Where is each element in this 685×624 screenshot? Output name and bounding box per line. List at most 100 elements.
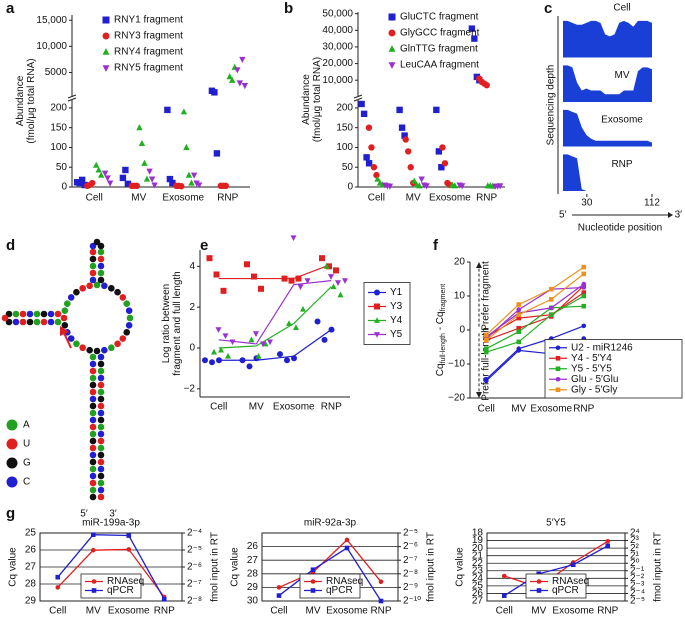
data-point bbox=[239, 56, 246, 63]
y-axis-label: Abundance bbox=[15, 75, 26, 126]
data-point bbox=[126, 547, 132, 552]
data-point bbox=[151, 182, 158, 189]
coverage-track bbox=[563, 109, 652, 147]
legend-marker bbox=[91, 588, 97, 593]
data-point bbox=[95, 166, 102, 173]
data-point bbox=[148, 176, 156, 183]
end-label: 5′ bbox=[559, 210, 567, 221]
data-point bbox=[402, 136, 409, 143]
end-label: 3′ bbox=[675, 210, 683, 221]
data-point bbox=[169, 179, 176, 187]
legend-marker bbox=[6, 457, 18, 469]
nucleotide bbox=[125, 322, 133, 329]
data-point bbox=[365, 124, 373, 131]
x-tick-label: MV bbox=[131, 193, 146, 204]
data-point bbox=[211, 89, 218, 96]
y-axis-label: (fmol/μg total RNA) bbox=[312, 57, 323, 142]
data-point bbox=[255, 352, 262, 359]
nucleotide bbox=[97, 242, 105, 250]
pointer-head bbox=[60, 326, 69, 336]
legend-label: Glu - 5′Glu bbox=[571, 374, 618, 385]
nucleotide bbox=[89, 367, 97, 375]
legend-label: Y3 bbox=[390, 301, 403, 312]
y-tick-label: 24 bbox=[472, 573, 484, 584]
data-point bbox=[344, 545, 350, 551]
legend-label: G bbox=[23, 458, 31, 469]
data-point bbox=[222, 182, 229, 190]
track-label: Cell bbox=[613, 3, 630, 14]
nucleotide bbox=[89, 423, 97, 431]
data-point bbox=[423, 183, 430, 190]
series-line bbox=[485, 286, 584, 339]
nucleotide bbox=[97, 262, 105, 270]
nucleotide bbox=[123, 329, 131, 336]
nucleotide bbox=[97, 458, 105, 466]
data-point bbox=[358, 100, 365, 108]
legend-marker bbox=[555, 376, 561, 382]
nucleotide bbox=[108, 284, 115, 292]
data-point bbox=[229, 339, 236, 346]
data-point bbox=[501, 573, 507, 579]
legend-marker bbox=[555, 387, 561, 393]
axis-break bbox=[67, 94, 77, 99]
data-point bbox=[178, 183, 185, 190]
data-point bbox=[297, 284, 304, 291]
y-tick-label: 30,000 bbox=[322, 42, 353, 53]
data-point bbox=[180, 108, 188, 115]
data-point bbox=[441, 160, 449, 167]
nucleotide bbox=[89, 486, 97, 494]
y-tick-label: 50 bbox=[342, 162, 354, 173]
data-point bbox=[374, 175, 381, 182]
y-tick-label: 100 bbox=[50, 142, 67, 153]
x-tick-label: RNP bbox=[321, 402, 342, 413]
nucleotide bbox=[89, 416, 97, 424]
coverage-track bbox=[563, 65, 652, 102]
legend-label: GlnTTG fragment bbox=[400, 44, 478, 55]
data-point bbox=[241, 82, 249, 90]
data-point bbox=[407, 164, 414, 171]
data-point bbox=[202, 357, 208, 364]
data-point bbox=[342, 278, 348, 284]
panel-letter: a bbox=[6, 0, 15, 17]
nucleotide bbox=[61, 307, 69, 314]
x-tick-label: 30 bbox=[581, 198, 593, 209]
nucleotide bbox=[89, 458, 97, 466]
data-point bbox=[458, 183, 466, 190]
data-point bbox=[335, 280, 341, 286]
nucleotide bbox=[97, 493, 105, 501]
x-tick-label: RNP bbox=[476, 193, 497, 204]
nucleotide bbox=[89, 248, 97, 256]
data-point bbox=[161, 597, 167, 602]
y-axis-label-part: Cq bbox=[435, 363, 446, 376]
data-point bbox=[433, 106, 440, 114]
x-tick-label: RNP bbox=[370, 606, 391, 617]
data-point bbox=[439, 144, 446, 151]
nucleotide bbox=[97, 248, 105, 256]
x-tick-label: Cell bbox=[210, 402, 227, 413]
nucleotide bbox=[93, 238, 101, 246]
legend-label: qPCR bbox=[326, 585, 353, 596]
legend-box bbox=[299, 573, 361, 599]
nucleotide bbox=[114, 340, 121, 348]
panel-letter: b bbox=[284, 0, 293, 17]
y-tick-label: 20,000 bbox=[322, 58, 353, 69]
nucleotide bbox=[5, 318, 13, 326]
series-line bbox=[57, 548, 165, 598]
legend-label: RNAseq bbox=[552, 576, 589, 587]
nucleotide bbox=[89, 269, 97, 277]
nucleotide bbox=[89, 451, 97, 459]
y-axis-label-part: fragment bbox=[440, 284, 447, 312]
data-point bbox=[138, 139, 146, 147]
data-point bbox=[288, 277, 295, 284]
y2-tick-label: 2⁻⁶ bbox=[187, 562, 202, 573]
nucleotide bbox=[114, 288, 121, 296]
series-line bbox=[57, 534, 165, 600]
arrow-head bbox=[476, 262, 482, 268]
x-tick-label: Exosome bbox=[162, 193, 204, 204]
y-tick-label: 27 bbox=[472, 596, 484, 607]
nucleotide bbox=[97, 444, 105, 452]
y-tick-label: 27 bbox=[247, 555, 259, 566]
nucleotide bbox=[89, 430, 97, 438]
nucleotide bbox=[60, 314, 68, 322]
